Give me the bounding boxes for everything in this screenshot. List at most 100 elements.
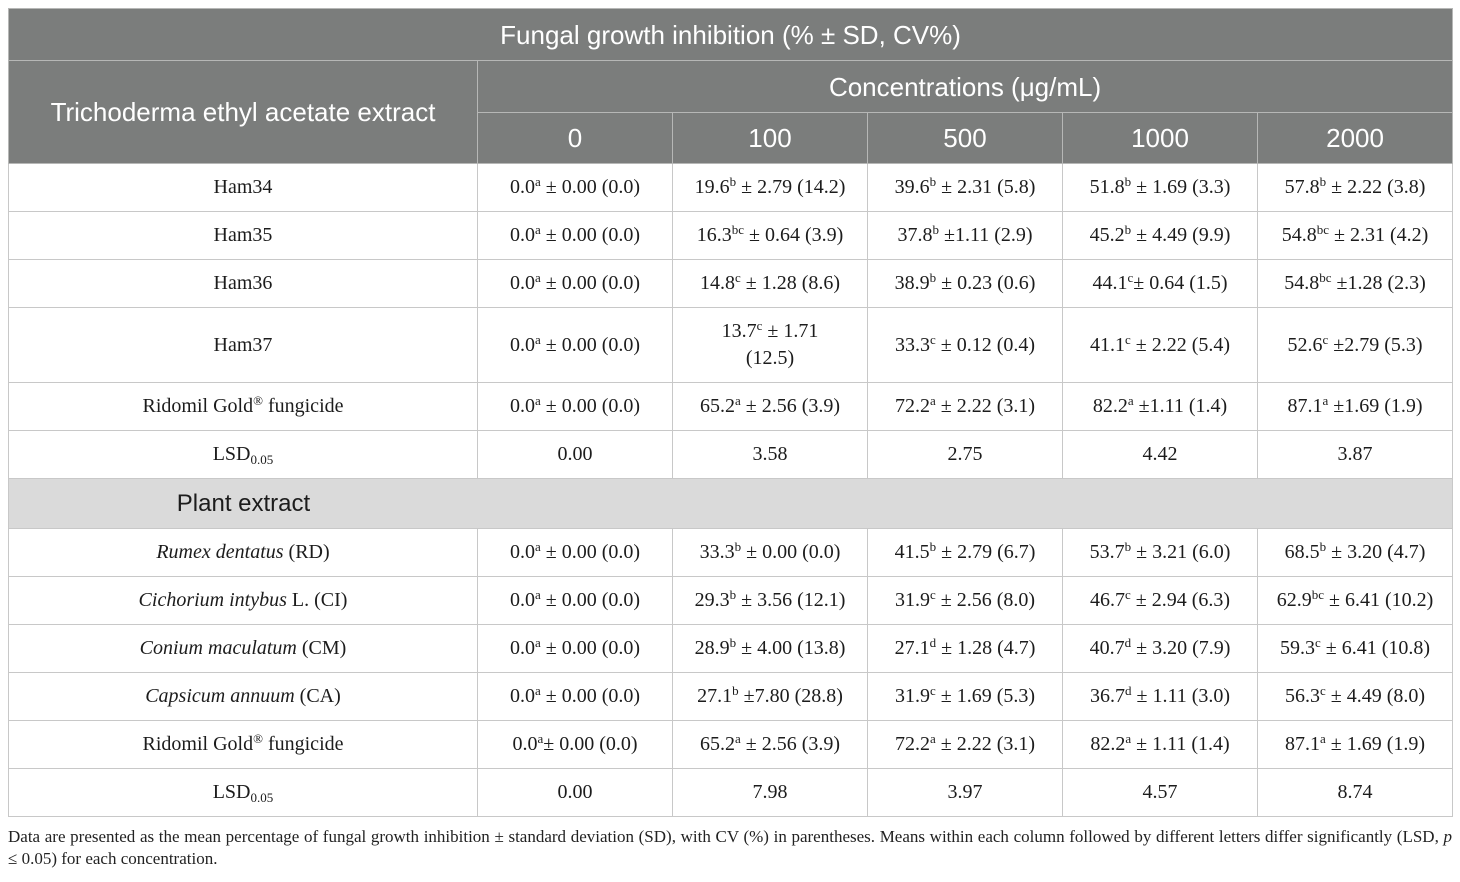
cell-number: 0.0 xyxy=(512,733,538,755)
table-row: Ham37 0.0a ± 0.00 (0.0) 13.7c ± 1.71 (12.5… xyxy=(8,307,1454,383)
value-cell: 8.74 xyxy=(1256,768,1454,817)
sd-cv-value: ± 6.41 (10.8) xyxy=(1320,637,1431,659)
significance-letter: b xyxy=(729,635,737,650)
cell-value: 68.5b ± 3.20 (4.7) xyxy=(1284,540,1426,563)
value-cell: 37.8b ±1.11 (2.9) xyxy=(867,211,1063,260)
cell-number: 46.7 xyxy=(1089,589,1125,611)
cell-number: 2.75 xyxy=(947,443,983,465)
sd-cv-value: ± 0.00 (0.0) xyxy=(540,685,641,707)
sd-cv-value: ± 3.56 (12.1) xyxy=(736,589,846,611)
value-cell: 0.0a ± 0.00 (0.0) xyxy=(477,211,673,260)
row-label: LSD0.05 xyxy=(8,768,478,817)
sd-cv-value: ± 0.00 (0.0) xyxy=(543,733,638,755)
cell-number: 45.2 xyxy=(1089,224,1125,246)
cell-value: 51.8b ± 1.69 (3.3) xyxy=(1090,174,1231,198)
significance-letter: c xyxy=(1127,270,1134,285)
cell-value: 65.2a ± 2.56 (3.9) xyxy=(700,731,840,755)
significance-letter: a xyxy=(1127,393,1134,408)
cell-number: 41.1 xyxy=(1089,333,1125,356)
sd-cv-value: ±1.28 (2.3) xyxy=(1331,272,1426,294)
significance-letter: d xyxy=(1124,635,1132,650)
value-cell: 31.9c ± 2.56 (8.0) xyxy=(867,576,1063,625)
row-label: LSD0.05 xyxy=(8,430,478,479)
sd-cv-value: ± 1.69 (5.3) xyxy=(935,685,1036,707)
row-label-text: Ham34 xyxy=(213,176,273,198)
table-header: Fungal growth inhibition (% ± SD, CV%) T… xyxy=(7,8,1454,164)
significance-letter: bc xyxy=(1316,222,1330,237)
sd-cv-value: ±1.11 (2.9) xyxy=(938,224,1033,246)
row-label-text: (RD) xyxy=(283,541,330,563)
cell-value: 0.0a ± 0.00 (0.0) xyxy=(510,394,640,417)
sd-cv-value: ± 0.00 (0.0) xyxy=(540,176,641,198)
sd-cv-value: ± 3.21 (6.0) xyxy=(1131,541,1231,563)
table-row: Ridomil Gold® fungicide 0.0a± 0.00 (0.0) 6… xyxy=(8,720,1454,769)
significance-letter: a xyxy=(1322,393,1329,408)
title-row: Fungal growth inhibition (% ± SD, CV%) xyxy=(7,8,1454,61)
value-cell: 28.9b ± 4.00 (13.8) xyxy=(672,624,868,673)
cell-number: 62.9 xyxy=(1276,589,1312,611)
significance-letter: c xyxy=(1322,331,1329,347)
value-cell: 13.7c ± 1.71 (12.5) xyxy=(672,307,868,383)
cell-number: 56.3 xyxy=(1285,685,1320,707)
value-cell: 0.0a ± 0.00 (0.0) xyxy=(477,624,673,673)
cell-value: 40.7d ± 3.20 (7.9) xyxy=(1090,635,1231,659)
significance-letter: a xyxy=(734,731,741,746)
cell-value: 0.0a ± 0.00 (0.0) xyxy=(510,540,641,563)
cell-number: 0.0 xyxy=(509,589,535,611)
sd-cv-value: ± 4.00 (13.8) xyxy=(736,637,846,659)
value-cell: 0.0a± 0.00 (0.0) xyxy=(477,720,673,769)
cell-value: 82.2a ± 1.11 (1.4) xyxy=(1090,732,1229,755)
row-label-text: Ham36 xyxy=(213,272,273,294)
sd-cv-value: ± 2.56 (3.9) xyxy=(740,395,841,417)
cell-number: 39.6 xyxy=(894,176,930,198)
section-header-row: Plant extract xyxy=(7,478,1454,529)
row-label: Rumex dentatus (RD) xyxy=(8,528,478,577)
value-cell: 3.58 xyxy=(672,430,868,479)
cell-value: 0.0a ± 0.00 (0.0) xyxy=(509,588,641,611)
row-header-label: Trichoderma ethyl acetate extract xyxy=(8,60,478,164)
value-cell: 52.6c ±2.79 (5.3) xyxy=(1256,307,1454,383)
cell-value: 0.0a ± 0.00 (0.0) xyxy=(510,636,640,659)
sd-cv-value: ± 2.22 (5.4) xyxy=(1130,333,1231,356)
value-cell: 4.57 xyxy=(1062,768,1258,817)
sd-cv-value: ± 1.71 (12.5) xyxy=(745,320,819,369)
cell-value: 29.3b ± 3.56 (12.1) xyxy=(695,588,846,611)
significance-letter: b xyxy=(1124,174,1132,189)
value-cell: 4.42 xyxy=(1062,430,1258,479)
sd-cv-value: ± 0.00 (0.0) xyxy=(741,541,841,563)
significance-letter: b xyxy=(1124,539,1132,554)
cell-value: 0.0a ± 0.00 (0.0) xyxy=(510,223,640,246)
sd-cv-value: ± 2.79 (14.2) xyxy=(736,176,846,198)
section-label-plant-extract: Plant extract xyxy=(176,489,311,517)
row-label: Conium maculatum (CM) xyxy=(8,624,478,673)
significance-letter: a xyxy=(537,731,544,746)
value-cell: 0.0a ± 0.00 (0.0) xyxy=(477,307,673,383)
value-cell: 33.3c ± 0.12 (0.4) xyxy=(867,307,1063,383)
row-label-text: Ham35 xyxy=(213,224,273,246)
concentration-values-row: 0 100 500 1000 2000 xyxy=(9,112,1454,164)
sd-cv-value: ± 0.00 (0.0) xyxy=(540,541,641,563)
table-row: Capsicum annuum (CA) 0.0a ± 0.00 (0.0) 27.… xyxy=(8,672,1454,721)
cell-number: 68.5 xyxy=(1284,541,1320,563)
cell-value: 0.00 xyxy=(558,781,593,803)
cell-number: 44.1 xyxy=(1092,272,1128,294)
cell-number: 27.1 xyxy=(894,637,930,659)
sd-cv-value: ± 2.22 (3.8) xyxy=(1326,176,1426,198)
row-label: Capsicum annuum (CA) xyxy=(8,672,478,721)
value-cell: 27.1b ±7.80 (28.8) xyxy=(672,672,868,721)
table-row: Ham36 0.0a ± 0.00 (0.0) 14.8c ± 1.28 (8.6)… xyxy=(8,259,1454,308)
value-cell: 57.8b ± 2.22 (3.8) xyxy=(1256,163,1454,212)
sd-cv-value: ± 0.00 (0.0) xyxy=(540,589,641,611)
value-cell: 29.3b ± 3.56 (12.1) xyxy=(672,576,868,625)
cell-value: 87.1a ±1.69 (1.9) xyxy=(1288,393,1423,417)
cell-value: 46.7c ± 2.94 (6.3) xyxy=(1089,588,1230,611)
cell-number: 0.0 xyxy=(509,272,535,294)
cell-number: 57.8 xyxy=(1284,176,1320,198)
cell-value: 0.00 xyxy=(558,443,593,465)
footnote-text: ≤ 0.05) for each concentration. xyxy=(8,849,218,868)
footnote-species-name: p xyxy=(1443,827,1453,846)
significance-letter: a xyxy=(534,683,541,698)
value-cell: 27.1d ± 1.28 (4.7) xyxy=(867,624,1063,673)
cell-value: 13.7c ± 1.71 (12.5) xyxy=(711,318,829,372)
